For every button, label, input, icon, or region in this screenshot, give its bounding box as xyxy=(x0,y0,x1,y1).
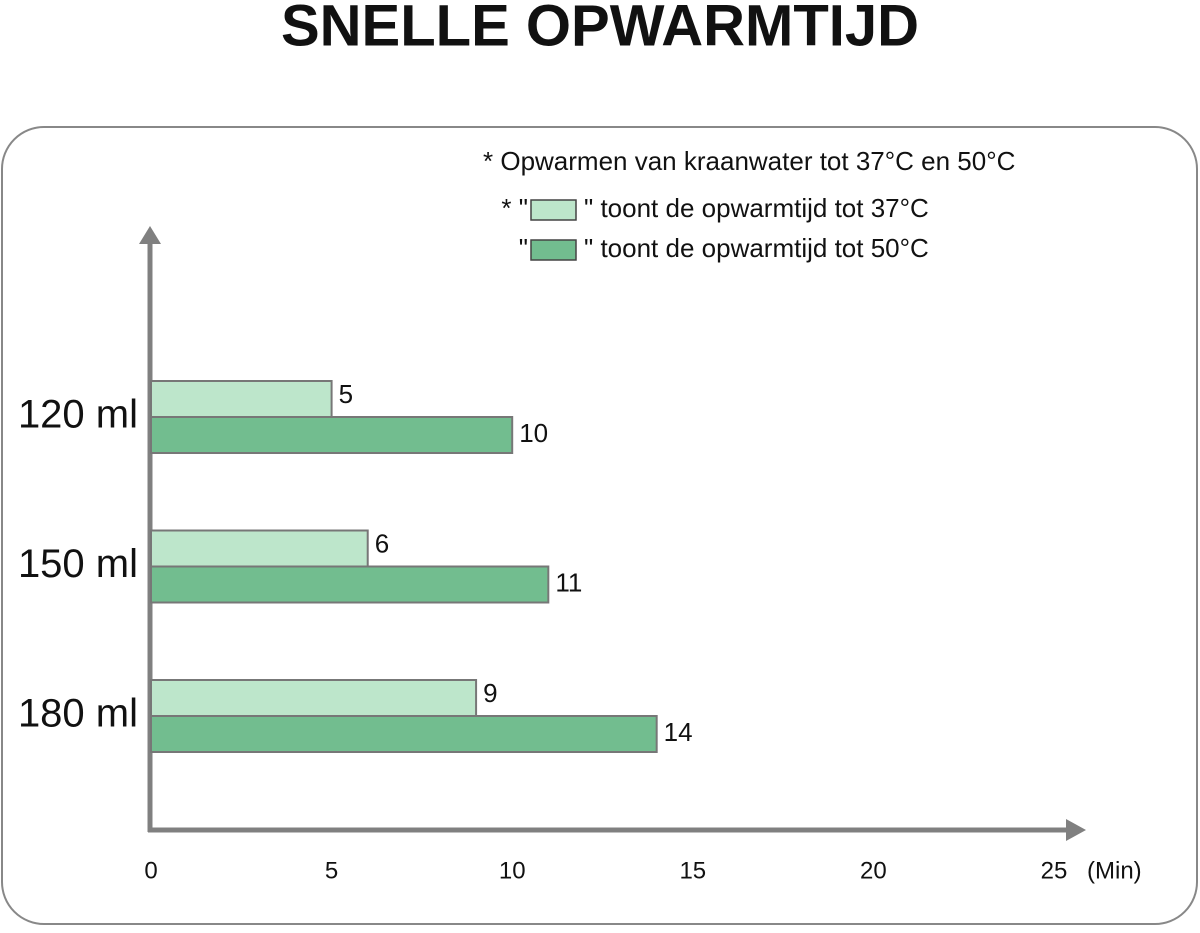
value-label: 11 xyxy=(555,567,582,597)
value-label: 6 xyxy=(375,528,389,558)
value-label: 10 xyxy=(519,418,548,448)
legend-label: " toont de opwarmtijd tot 37°C xyxy=(584,193,929,223)
x-axis-label: (Min) xyxy=(1087,857,1142,884)
x-tick-label: 0 xyxy=(144,857,157,884)
bar xyxy=(150,679,478,717)
bar xyxy=(150,380,333,418)
legend-prefix: * " xyxy=(501,193,528,223)
y-tick-label: 180 ml xyxy=(18,692,138,736)
legend-prefix: " xyxy=(519,233,528,263)
legend-label: " toont de opwarmtijd tot 50°C xyxy=(584,233,929,263)
value-label: 5 xyxy=(339,379,353,409)
bar xyxy=(150,416,514,454)
value-label: 9 xyxy=(483,678,497,708)
y-tick-label: 120 ml xyxy=(18,393,138,437)
x-tick-label: 25 xyxy=(1041,857,1068,884)
legend-swatch xyxy=(530,239,577,261)
x-tick-label: 10 xyxy=(499,857,526,884)
chart-title: SNELLE OPWARMTIJD xyxy=(281,0,919,58)
bar xyxy=(150,715,658,753)
x-tick-label: 20 xyxy=(860,857,887,884)
value-label: 14 xyxy=(664,717,693,747)
x-tick-label: 5 xyxy=(325,857,338,884)
bar xyxy=(150,565,550,604)
x-tick-label: 15 xyxy=(679,857,706,884)
x-axis-arrow xyxy=(1066,819,1086,841)
note: * Opwarmen van kraanwater tot 37°C en 50… xyxy=(483,146,1015,176)
legend-swatch xyxy=(530,199,577,221)
y-tick-label: 150 ml xyxy=(18,542,138,586)
bar xyxy=(150,529,369,568)
y-axis-arrow xyxy=(139,226,161,244)
